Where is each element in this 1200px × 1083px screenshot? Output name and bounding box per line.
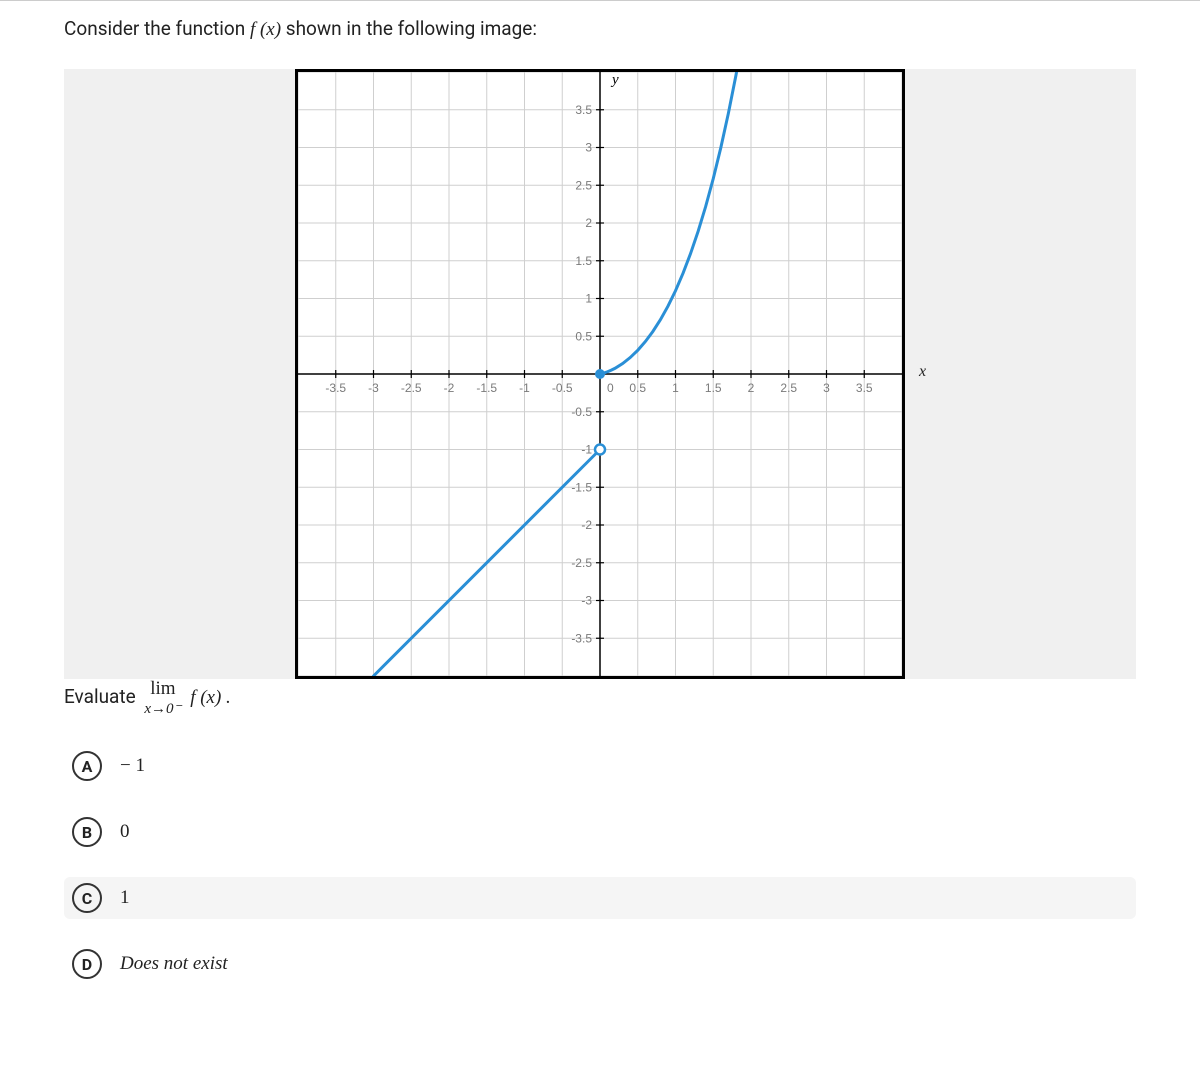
svg-text:2: 2 [748, 381, 755, 395]
x-axis-label: x [919, 363, 926, 381]
svg-text:-2.5: -2.5 [571, 556, 592, 570]
option-a-text: − 1 [120, 755, 145, 777]
svg-text:2.5: 2.5 [780, 381, 797, 395]
graph-bg-left [64, 69, 295, 679]
limit-expression: lim x→0⁻ [144, 679, 181, 717]
evaluate-prompt: Evaluate lim x→0⁻ f (x) . [64, 679, 1136, 717]
option-b[interactable]: B 0 [64, 811, 1136, 853]
graph-border: -3.5 -3 -2.5 -2 -1.5 -1 -0.5 0.5 1 1.5 2 2.5 3 3.5 -3.… [295, 69, 905, 679]
option-b-text: 0 [120, 821, 130, 843]
svg-text:-3.5: -3.5 [325, 381, 346, 395]
svg-text:0.5: 0.5 [575, 329, 592, 343]
svg-text:-0.5: -0.5 [552, 381, 573, 395]
svg-text:3.5: 3.5 [856, 381, 873, 395]
svg-text:2.5: 2.5 [575, 178, 592, 192]
svg-text:-1: -1 [581, 443, 592, 457]
answer-options: A − 1 B 0 C 1 D Does not exist [64, 745, 1136, 985]
option-a-circle: A [72, 751, 102, 781]
svg-text:1: 1 [585, 292, 592, 306]
option-d-text: Does not exist [120, 953, 228, 975]
svg-text:0.5: 0.5 [629, 381, 646, 395]
svg-text:y: y [610, 72, 619, 88]
svg-text:3: 3 [585, 141, 592, 155]
graph-region: -3.5 -3 -2.5 -2 -1.5 -1 -0.5 0.5 1 1.5 2 2.5 3 3.5 -3.… [64, 69, 1136, 679]
svg-text:0: 0 [607, 381, 614, 395]
evaluate-fx: f (x) . [190, 687, 231, 708]
svg-text:3: 3 [823, 381, 830, 395]
function-graph: -3.5 -3 -2.5 -2 -1.5 -1 -0.5 0.5 1 1.5 2 2.5 3 3.5 -3.… [298, 72, 902, 676]
option-c-circle: C [72, 883, 102, 913]
svg-text:-2.5: -2.5 [401, 381, 422, 395]
question-prompt: Consider the function f (x) shown in the… [64, 17, 1136, 41]
svg-text:1.5: 1.5 [575, 254, 592, 268]
graph-bg-right: x [905, 69, 1136, 679]
evaluate-prefix: Evaluate [64, 685, 140, 708]
svg-text:1.5: 1.5 [705, 381, 722, 395]
prompt-fn: f (x) [250, 19, 281, 40]
prompt-prefix: Consider the function [64, 17, 250, 40]
option-a[interactable]: A − 1 [64, 745, 1136, 787]
option-d[interactable]: D Does not exist [64, 943, 1136, 985]
option-c[interactable]: C 1 [64, 877, 1136, 919]
option-b-circle: B [72, 817, 102, 847]
svg-text:-3: -3 [581, 594, 592, 608]
svg-text:1: 1 [672, 381, 679, 395]
option-c-text: 1 [120, 887, 130, 909]
option-d-circle: D [72, 949, 102, 979]
svg-text:3.5: 3.5 [575, 103, 592, 117]
limit-bottom: x→0⁻ [144, 701, 181, 717]
svg-text:-1.5: -1.5 [571, 480, 592, 494]
svg-text:-3: -3 [368, 381, 379, 395]
svg-text:-2: -2 [444, 381, 455, 395]
svg-text:2: 2 [585, 216, 592, 230]
prompt-suffix: shown in the following image: [286, 17, 537, 40]
svg-text:-0.5: -0.5 [571, 405, 592, 419]
svg-text:-3.5: -3.5 [571, 631, 592, 645]
limit-top: lim [150, 678, 175, 699]
svg-text:-2: -2 [581, 518, 592, 532]
svg-text:-1: -1 [519, 381, 530, 395]
svg-text:-1.5: -1.5 [476, 381, 497, 395]
